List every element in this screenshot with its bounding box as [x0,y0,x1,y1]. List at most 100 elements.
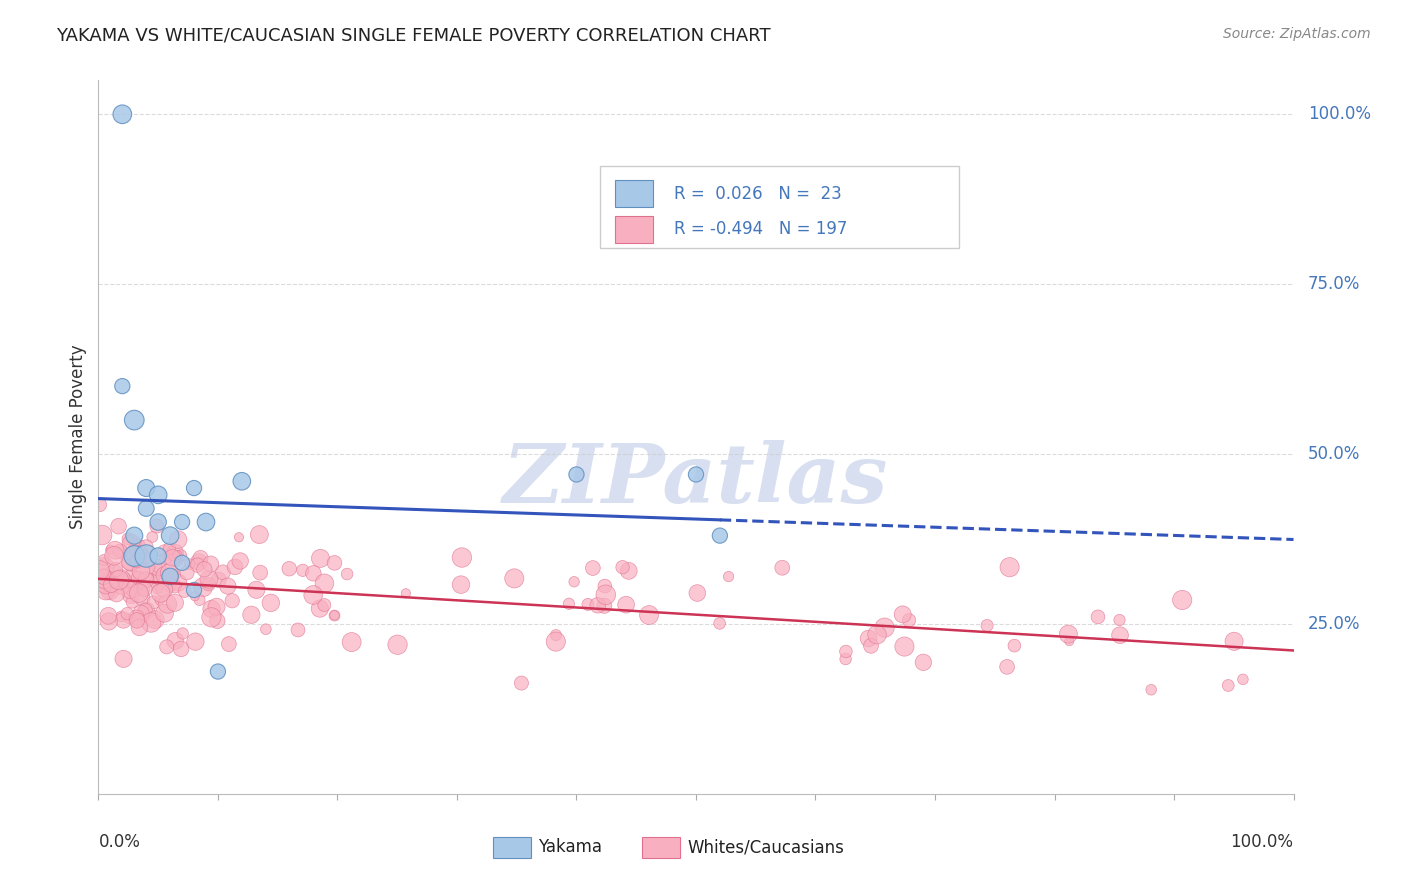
Point [544,634,567,648]
Point [127,571,149,585]
Point [912,656,935,670]
Point [146,519,169,533]
Point [172,515,194,529]
Point [153,582,176,597]
Point [117,532,139,546]
Point [998,560,1021,574]
Point [544,628,567,642]
Point [717,569,740,583]
Point [115,607,138,621]
Text: R = -0.494   N = 197: R = -0.494 N = 197 [675,220,848,238]
Point [184,634,207,648]
Point [128,586,150,600]
Point [134,603,156,617]
Text: R =  0.026   N =  23: R = 0.026 N = 23 [675,185,842,202]
Point [97,608,120,623]
Point [108,544,131,558]
Point [124,413,146,427]
Point [612,560,634,574]
Point [586,599,609,613]
Point [111,107,134,121]
Text: Source: ZipAtlas.com: Source: ZipAtlas.com [1223,27,1371,41]
Point [155,551,177,566]
Point [229,554,252,568]
Point [891,607,914,622]
Bar [600,166,959,248]
Point [143,613,166,627]
Point [120,582,142,597]
Point [188,593,211,607]
Point [149,593,172,607]
Point [135,573,157,587]
Point [89,498,111,512]
Point [1171,593,1194,607]
Point [323,556,346,570]
Point [105,587,128,601]
Point [314,598,336,612]
Point [562,574,585,589]
Point [1108,613,1130,627]
Point [124,549,146,563]
Point [208,573,231,587]
Point [184,589,207,603]
Point [114,572,136,586]
Point [1218,678,1240,692]
Point [94,583,117,598]
Point [287,623,309,637]
Text: 0.0%: 0.0% [98,833,141,851]
Point [247,527,270,541]
Point [110,572,132,586]
Point [103,574,125,588]
Point [176,566,198,580]
Point [617,564,640,578]
Bar [494,837,531,858]
Point [770,560,793,574]
Bar [614,216,652,243]
Y-axis label: Single Female Poverty: Single Female Poverty [69,345,87,529]
Point [191,580,214,594]
Point [128,579,150,593]
Point [120,588,142,602]
Point [153,545,176,559]
Point [866,628,889,642]
Point [172,556,194,570]
Point [148,574,170,589]
Point [323,608,346,623]
Point [207,614,229,628]
Point [121,595,143,609]
Point [108,573,131,587]
Point [111,581,134,595]
Point [94,578,117,592]
Point [858,632,880,646]
Text: 50.0%: 50.0% [1308,445,1360,463]
Point [104,543,127,558]
Point [218,637,240,651]
Point [450,550,472,565]
Point [240,607,263,622]
Point [308,601,330,615]
Point [395,586,418,600]
Point [110,609,132,624]
Point [228,530,250,544]
Text: Whites/Caucasians: Whites/Caucasians [688,838,845,856]
Point [172,626,194,640]
Point [186,558,208,573]
Point [221,593,243,607]
Point [159,569,181,583]
Point [124,528,146,542]
Point [249,566,271,580]
Text: ZIPatlas: ZIPatlas [503,440,889,520]
Point [153,606,176,620]
Point [1140,682,1163,697]
Point [207,665,229,679]
Point [107,519,129,533]
Point [112,613,135,627]
Point [200,602,222,616]
Text: 75.0%: 75.0% [1308,275,1360,293]
Point [200,557,222,571]
Point [125,611,148,625]
Point [128,620,150,634]
Point [195,515,218,529]
Bar [614,180,652,207]
Point [565,467,588,482]
